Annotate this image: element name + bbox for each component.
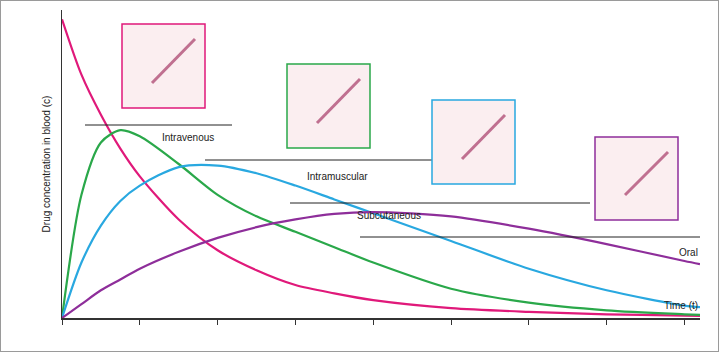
svg-text:Intramuscular: Intramuscular	[307, 171, 368, 182]
svg-text:Time (t): Time (t)	[664, 300, 698, 311]
svg-text:Drug concentration in blood (c: Drug concentration in blood (c)	[41, 96, 52, 233]
svg-text:Intravenous: Intravenous	[162, 132, 214, 143]
svg-text:Oral: Oral	[679, 247, 698, 258]
svg-text:Subcutaneous: Subcutaneous	[357, 210, 421, 221]
